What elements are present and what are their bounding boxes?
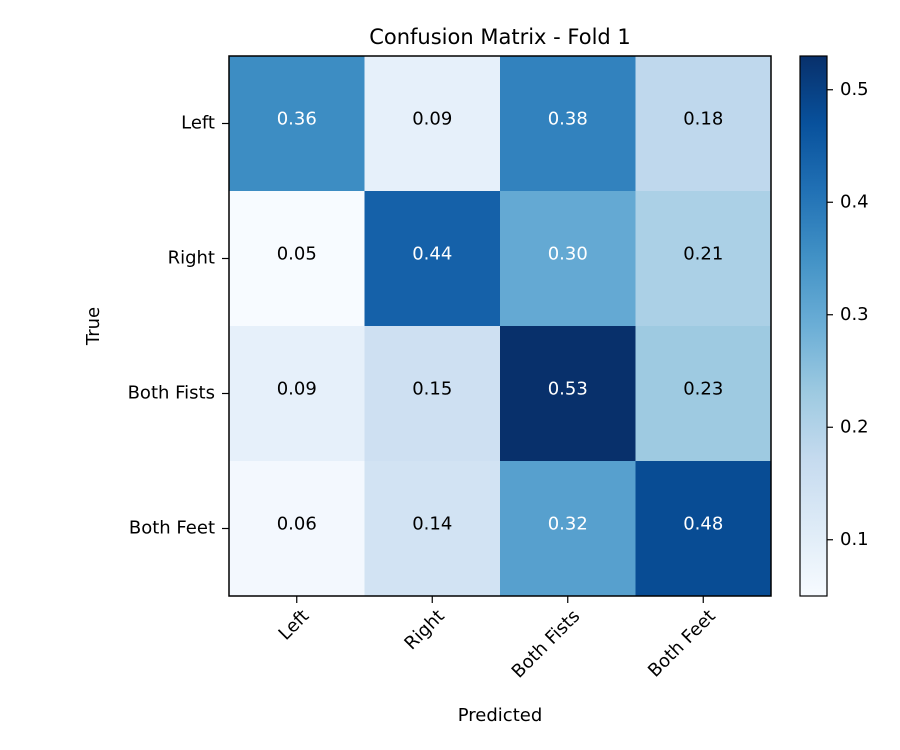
heatmap-cell — [364, 326, 501, 462]
heatmap-cell — [635, 56, 772, 192]
heatmap-cell-label: 0.23 — [683, 379, 723, 400]
y-axis-ticks: Left Right Both Fists Both Feet — [128, 113, 229, 539]
heatmap-cell — [635, 191, 772, 327]
x-tick-label: Both Feet — [644, 606, 720, 682]
x-tick-label: Both Fists — [508, 606, 585, 683]
x-tick-label: Right — [400, 606, 448, 654]
heatmap-cell-label: 0.06 — [277, 514, 317, 535]
heatmap-cell-label: 0.38 — [548, 109, 588, 130]
heatmap-cell — [364, 461, 501, 597]
heatmap-cell — [635, 461, 772, 597]
x-axis-ticks: Left Right Both Fists Both Feet — [275, 596, 720, 682]
heatmap-cell-labels: 0.36 0.09 0.38 0.18 0.05 0.44 0.30 0.21 0.09 0.15… — [277, 109, 724, 535]
y-axis-label: True — [83, 307, 104, 346]
heatmap-cell — [364, 191, 501, 327]
heatmap-cell-label: 0.30 — [548, 244, 588, 265]
y-tick-label: Both Fists — [128, 383, 215, 404]
heatmap-cell — [500, 191, 636, 327]
colorbar-tick-label: 0.1 — [840, 529, 869, 550]
heatmap-cell-label: 0.18 — [683, 109, 723, 130]
heatmap-cell-label: 0.09 — [277, 379, 317, 400]
heatmap-cell — [229, 191, 365, 327]
colorbar-tick-label: 0.3 — [840, 304, 869, 325]
heatmap-cell — [500, 461, 636, 597]
heatmap-cell-label: 0.15 — [412, 379, 452, 400]
plot-frame — [228, 55, 772, 597]
heatmap-cell — [364, 56, 501, 192]
heatmap-cell — [500, 56, 636, 192]
heatmap-cell — [635, 326, 772, 462]
heatmap-cell-label: 0.32 — [548, 514, 588, 535]
heatmap-cell-label: 0.36 — [277, 109, 317, 130]
heatmap-cell-label: 0.48 — [683, 514, 723, 535]
heatmap-cell-label: 0.53 — [548, 379, 588, 400]
colorbar — [799, 55, 828, 597]
chart-title: Confusion Matrix - Fold 1 — [369, 25, 631, 49]
heatmap-cell-label: 0.09 — [412, 109, 452, 130]
y-tick-label: Left — [181, 113, 215, 134]
y-tick-label: Right — [168, 248, 215, 269]
heatmap-cell-label: 0.44 — [412, 244, 452, 265]
colorbar-tick-label: 0.4 — [840, 191, 869, 212]
heatmap-cell — [229, 56, 365, 192]
colorbar-ticks: 0.1 0.2 0.3 0.4 0.5 — [827, 79, 869, 550]
heatmap-cells — [229, 56, 772, 597]
x-axis-label: Predicted — [458, 705, 543, 726]
colorbar-tick-label: 0.5 — [840, 79, 869, 100]
heatmap-cell — [500, 326, 636, 462]
heatmap-cell-label: 0.05 — [277, 244, 317, 265]
heatmap-cell — [229, 326, 365, 462]
heatmap-cell-label: 0.14 — [412, 514, 452, 535]
y-tick-label: Both Feet — [129, 518, 215, 539]
colorbar-tick-label: 0.2 — [840, 416, 869, 437]
heatmap-cell — [229, 461, 365, 597]
heatmap-cell-label: 0.21 — [683, 244, 723, 265]
x-tick-label: Left — [275, 606, 314, 645]
